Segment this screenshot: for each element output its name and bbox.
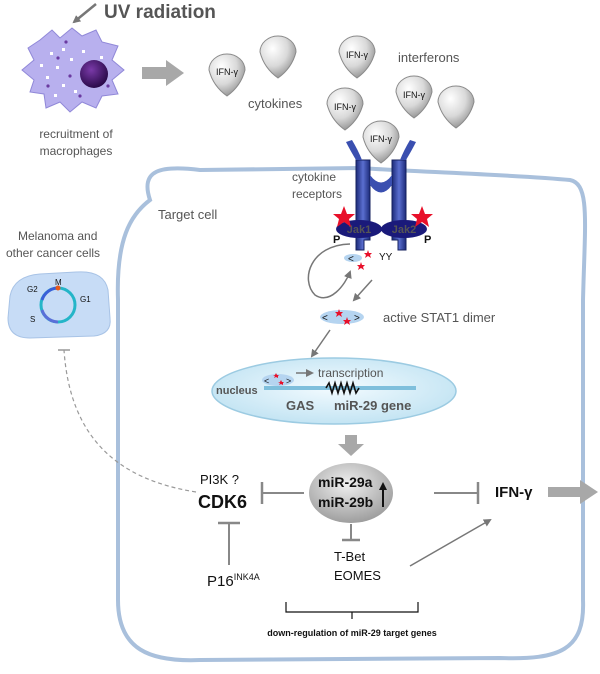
tbet-label: T-Bet <box>334 549 365 564</box>
ifn-ball-receptor-label: IFN-γ <box>370 134 392 144</box>
svg-text:<: < <box>348 254 354 265</box>
cytokine-ball-1 <box>259 35 297 79</box>
mir29a-label: miR-29a <box>318 474 373 490</box>
mir29-gene-label: miR-29 gene <box>334 398 411 413</box>
stat-recruit-loop <box>307 243 352 299</box>
ifn-ball-4-label: IFN-γ <box>403 90 425 100</box>
svg-text:>: > <box>286 376 291 386</box>
target-cell-label: Target cell <box>158 207 217 222</box>
jak2-box <box>381 220 427 238</box>
expression-arrow <box>338 435 364 456</box>
cancer-label-line1: Melanoma and <box>18 229 97 243</box>
stat-monomer: < <box>344 250 372 270</box>
dimer-to-nucleus-arrow <box>310 329 331 358</box>
stat1-dimer: < > <box>320 309 364 325</box>
phospho-label-left: P <box>333 234 340 246</box>
cytokines-label: cytokines <box>248 96 303 111</box>
cancer-cell-icon <box>7 271 111 339</box>
downreg-label: down-regulation of miR-29 target genes <box>267 628 437 638</box>
phospho-star-right <box>411 206 433 227</box>
cdk6-cellcycle-link <box>63 349 197 493</box>
jak1-label: Jak1 <box>347 224 371 236</box>
p16-superscript: INK4A <box>234 572 260 582</box>
phase-m-label: M <box>55 278 62 287</box>
cancer-label-line2: other cancer cells <box>6 246 100 260</box>
p16-label: P16INK4A <box>207 572 260 590</box>
ifn-out-label: IFN-γ <box>495 484 533 501</box>
receptor-label-line2: receptors <box>292 187 342 201</box>
jak2-label: Jak2 <box>392 224 416 236</box>
release-arrow <box>142 60 184 86</box>
svg-text:>: > <box>354 313 360 324</box>
gas-label: GAS <box>286 398 315 413</box>
ifn-ball-2-label: IFN-γ <box>346 50 368 60</box>
svg-text:<: < <box>322 313 328 324</box>
cytokine-ball-2 <box>437 85 475 129</box>
svg-text:<: < <box>264 376 269 386</box>
stat1-label: active STAT1 dimer <box>383 310 496 325</box>
receptor-label-line1: cytokine <box>292 170 336 184</box>
uv-arrow <box>72 3 97 24</box>
nucleus-label: nucleus <box>216 385 258 397</box>
mir29b-label: miR-29b <box>318 494 373 510</box>
ifn-secretion-arrow <box>548 480 598 504</box>
cdk6-label: CDK6 <box>198 492 247 512</box>
stat-to-dimer-arrow <box>352 279 373 302</box>
ifn-ball-3-label: IFN-γ <box>334 102 356 112</box>
nuclear-stat-dimer: < > <box>262 373 294 386</box>
transcription-label: transcription <box>318 366 383 380</box>
uv-label: UV radiation <box>104 2 216 23</box>
interferons-label: interferons <box>398 50 460 65</box>
gene-coil <box>325 380 360 396</box>
phase-g1-label: G1 <box>80 295 91 304</box>
tbet-to-ifn-arrow <box>409 519 492 567</box>
phase-g2-label: G2 <box>27 285 38 294</box>
target-genes-bracket <box>285 602 419 619</box>
phase-s-label: S <box>30 315 35 324</box>
eomes-label: EOMES <box>334 568 381 583</box>
macrophage-label-line2: macrophages <box>40 144 113 158</box>
receptor-tail-marks: YY <box>379 252 393 263</box>
mir29-molecule <box>309 463 393 523</box>
phospho-label-right: P <box>424 234 431 246</box>
macrophage-icon <box>21 27 125 113</box>
pi3k-label: PI3K ? <box>200 472 239 487</box>
macrophage-label-line1: recruitment of <box>39 127 113 141</box>
ifn-ball-1-label: IFN-γ <box>216 67 238 77</box>
phospho-star-left <box>333 206 355 227</box>
